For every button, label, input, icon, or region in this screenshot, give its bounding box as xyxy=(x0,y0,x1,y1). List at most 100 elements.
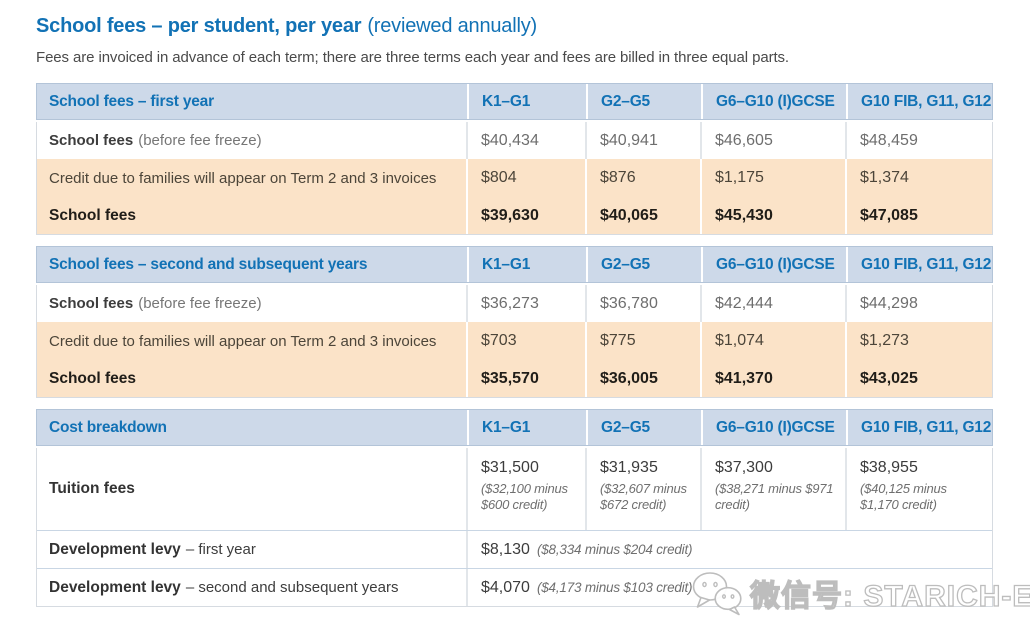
tuition-value-cell: $37,300 ($38,271 minus $971 credit) xyxy=(700,448,845,530)
table-first-year: School fees – first year K1–G1 G2–G5 G6–… xyxy=(36,83,993,235)
page-title-main: School fees – per student, per year xyxy=(36,15,362,37)
row-label: School fees (before fee freeze) xyxy=(37,122,466,159)
levy-value-cell: $4,070 ($4,173 minus $103 credit) xyxy=(466,569,992,606)
row-label-bold: School fees xyxy=(49,132,134,149)
row-label-bold: Development levy xyxy=(49,540,181,558)
column-header-k1-g1: K1–G1 xyxy=(467,84,586,119)
fee-value: $804 xyxy=(466,159,585,197)
tuition-note: ($32,607 minus $672 credit) xyxy=(600,481,687,512)
column-header-g6-g10: G6–G10 (I)GCSE xyxy=(701,410,846,445)
levy-note: ($8,334 minus $204 credit) xyxy=(536,541,693,557)
tuition-value-cell: $31,500 ($32,100 minus $600 credit) xyxy=(466,448,585,530)
table-subsequent-years-body: School fees (before fee freeze) $36,273 … xyxy=(36,285,993,398)
fee-value: $44,298 xyxy=(845,285,992,322)
fee-value: $1,374 xyxy=(845,159,992,197)
fee-value: $1,273 xyxy=(845,322,992,360)
row-label: Tuition fees xyxy=(37,448,466,530)
column-header-g10-g12: G10 FIB, G11, G12 xyxy=(846,247,992,282)
row-label-bold: School fees xyxy=(49,295,134,312)
row-label-bold: Development levy xyxy=(49,578,181,596)
table-row-credit: Credit due to families will appear on Te… xyxy=(37,322,992,360)
table-first-year-header: School fees – first year K1–G1 G2–G5 G6–… xyxy=(36,83,993,120)
row-label: School fees xyxy=(49,369,136,387)
column-header-g10-g12: G10 FIB, G11, G12 xyxy=(846,410,992,445)
page-title-suffix: (reviewed annually) xyxy=(367,15,537,37)
fee-value: $40,434 xyxy=(466,122,585,159)
levy-amount: $4,070 xyxy=(481,578,530,596)
row-label: Development levy – first year xyxy=(37,531,466,568)
table-row-credit: Credit due to families will appear on Te… xyxy=(37,159,992,197)
row-label-bold: Tuition fees xyxy=(49,480,135,497)
tuition-value-cell: $31,935 ($32,607 minus $672 credit) xyxy=(585,448,700,530)
table-row-levy-subsequent-years: Development levy – second and subsequent… xyxy=(37,568,992,606)
fee-value: $42,444 xyxy=(700,285,845,322)
tuition-amount: $31,935 xyxy=(600,459,658,476)
tuition-amount: $31,500 xyxy=(481,459,539,476)
table-row-before-freeze: School fees (before fee freeze) $36,273 … xyxy=(37,285,992,322)
fee-value: $47,085 xyxy=(845,197,992,234)
column-header-g2-g5: G2–G5 xyxy=(586,247,701,282)
fee-value: $775 xyxy=(585,322,700,360)
table-cost-breakdown-body: Tuition fees $31,500 ($32,100 minus $600… xyxy=(36,448,993,607)
highlight-block: Credit due to families will appear on Te… xyxy=(37,159,992,234)
page-title: School fees – per student, per year (revi… xyxy=(36,15,1030,38)
row-label: School fees (before fee freeze) xyxy=(37,285,466,322)
column-header-g10-g12: G10 FIB, G11, G12 xyxy=(846,84,992,119)
column-header-g6-g10: G6–G10 (I)GCSE xyxy=(701,84,846,119)
row-label: Development levy – second and subsequent… xyxy=(37,569,466,606)
levy-value-cell: $8,130 ($8,334 minus $204 credit) xyxy=(466,531,992,568)
fee-value: $703 xyxy=(466,322,585,360)
levy-amount: $8,130 xyxy=(481,540,530,558)
fee-value: $41,370 xyxy=(700,360,845,397)
fee-value: $46,605 xyxy=(700,122,845,159)
intro-text: Fees are invoiced in advance of each ter… xyxy=(36,49,789,66)
table-cost-breakdown-header: Cost breakdown K1–G1 G2–G5 G6–G10 (I)GCS… xyxy=(36,409,993,446)
fee-value: $48,459 xyxy=(845,122,992,159)
fee-value: $1,074 xyxy=(700,322,845,360)
fees-page: School fees – per student, per year (revi… xyxy=(36,15,1030,607)
tuition-note: ($32,100 minus $600 credit) xyxy=(481,481,568,512)
row-label-rest: (before fee freeze) xyxy=(138,132,262,149)
table-first-year-body: School fees (before fee freeze) $40,434 … xyxy=(36,122,993,235)
column-header-g2-g5: G2–G5 xyxy=(586,84,701,119)
fee-value: $39,630 xyxy=(466,197,585,234)
fee-value: $35,570 xyxy=(466,360,585,397)
fee-value: $45,430 xyxy=(700,197,845,234)
fee-value: $36,005 xyxy=(585,360,700,397)
tuition-note: ($38,271 minus $971 credit) xyxy=(715,481,834,512)
row-label: Credit due to families will appear on Te… xyxy=(49,332,437,350)
column-header-k1-g1: K1–G1 xyxy=(467,410,586,445)
fee-value: $43,025 xyxy=(845,360,992,397)
table-row-total: School fees $35,570 $36,005 $41,370 $43,… xyxy=(37,360,992,397)
table-subsequent-years: School fees – second and subsequent year… xyxy=(36,246,993,398)
table-row-tuition: Tuition fees $31,500 ($32,100 minus $600… xyxy=(37,448,992,530)
tuition-note: ($40,125 minus $1,170 credit) xyxy=(860,481,947,512)
row-label: Credit due to families will appear on Te… xyxy=(49,169,437,187)
levy-note: ($4,173 minus $103 credit) xyxy=(536,579,693,595)
fee-value: $1,175 xyxy=(700,159,845,197)
row-label-rest: (before fee freeze) xyxy=(138,295,262,312)
row-label-rest: – second and subsequent years xyxy=(185,579,399,596)
column-header-g6-g10: G6–G10 (I)GCSE xyxy=(701,247,846,282)
column-header-g2-g5: G2–G5 xyxy=(586,410,701,445)
table-subsequent-years-header: School fees – second and subsequent year… xyxy=(36,246,993,283)
fee-value: $40,065 xyxy=(585,197,700,234)
row-label: School fees xyxy=(49,206,136,224)
table-row-levy-first-year: Development levy – first year $8,130 ($8… xyxy=(37,530,992,568)
highlight-block: Credit due to families will appear on Te… xyxy=(37,322,992,397)
tuition-amount: $38,955 xyxy=(860,459,918,476)
table-title: School fees – first year xyxy=(49,92,214,110)
column-header-k1-g1: K1–G1 xyxy=(467,247,586,282)
tuition-value-cell: $38,955 ($40,125 minus $1,170 credit) xyxy=(845,448,992,530)
fee-value: $36,780 xyxy=(585,285,700,322)
table-cost-breakdown: Cost breakdown K1–G1 G2–G5 G6–G10 (I)GCS… xyxy=(36,409,993,607)
fee-value: $36,273 xyxy=(466,285,585,322)
row-label-rest: – first year xyxy=(185,541,256,558)
table-title: School fees – second and subsequent year… xyxy=(49,255,368,273)
fee-value: $876 xyxy=(585,159,700,197)
table-row-total: School fees $39,630 $40,065 $45,430 $47,… xyxy=(37,197,992,234)
fee-value: $40,941 xyxy=(585,122,700,159)
table-row-before-freeze: School fees (before fee freeze) $40,434 … xyxy=(37,122,992,159)
tuition-amount: $37,300 xyxy=(715,459,773,476)
table-title: Cost breakdown xyxy=(49,418,167,436)
